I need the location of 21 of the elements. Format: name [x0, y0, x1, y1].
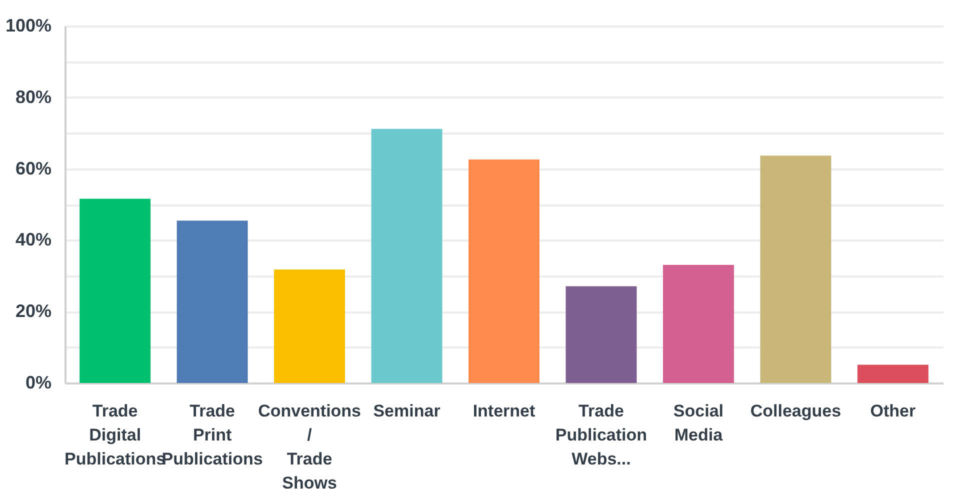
bar	[857, 364, 928, 383]
y-tick-label: 80%	[15, 86, 52, 107]
y-tick-label: 100%	[5, 16, 52, 36]
bar	[176, 220, 248, 383]
bar	[80, 198, 151, 383]
bar	[662, 264, 734, 383]
bar	[468, 160, 540, 383]
y-tick-label: 60%	[15, 158, 52, 178]
x-tick-label: Social Media	[673, 402, 724, 444]
y-tick-label: 40%	[15, 230, 52, 250]
y-tick-label: 20%	[15, 301, 52, 322]
x-tick-label: Colleagues	[750, 402, 842, 420]
x-tick-label: Other	[870, 402, 916, 420]
x-tick-label: Internet	[472, 402, 536, 420]
x-tick-label: Trade Publication Webs...	[555, 402, 648, 468]
y-tick-label: 0%	[25, 372, 52, 392]
bar	[566, 286, 637, 383]
bar	[371, 128, 442, 383]
bar	[274, 269, 346, 383]
bar	[760, 156, 832, 383]
x-tick-label: Seminar	[373, 402, 441, 420]
